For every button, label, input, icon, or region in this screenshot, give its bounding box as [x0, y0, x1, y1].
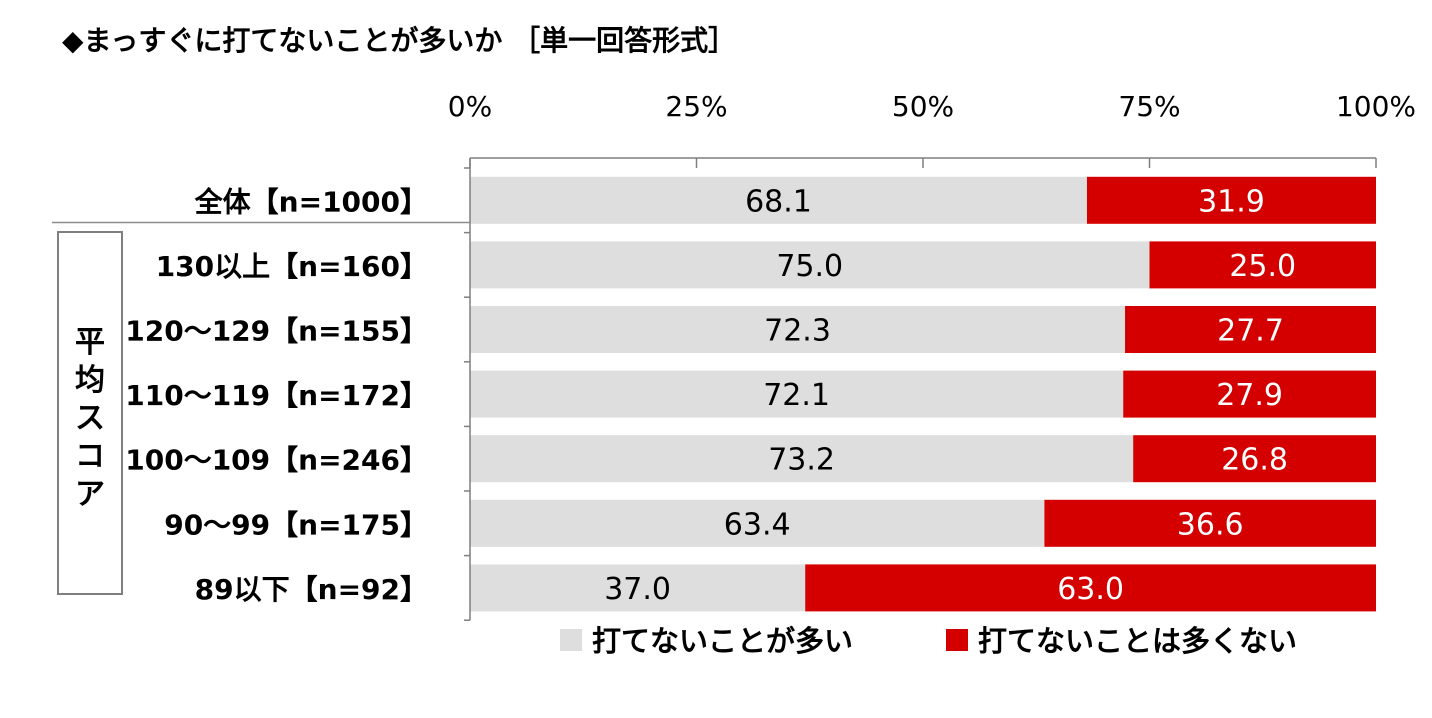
data-label: 75.0 — [776, 249, 843, 284]
category-label: 90～99【n=175】 — [164, 508, 428, 541]
data-label: 63.0 — [1057, 572, 1124, 607]
bar-segment-often — [470, 435, 1134, 483]
x-tick-label: 0% — [448, 90, 492, 123]
bar-segment-often — [470, 306, 1126, 353]
x-tick-label: 100% — [1336, 90, 1416, 123]
bar-segment-not-often — [805, 564, 1376, 612]
x-tick-label: 50% — [892, 90, 954, 123]
category-label: 120～129【n=155】 — [125, 315, 428, 348]
category-label: 110～119【n=172】 — [125, 379, 428, 412]
x-tick-label: 25% — [665, 90, 727, 123]
legend-swatch — [946, 629, 968, 651]
data-label: 27.9 — [1216, 378, 1283, 413]
bar-segment-not-often — [1086, 176, 1376, 224]
category-label: 130以上【n=160】 — [156, 250, 428, 283]
chart-title: ◆まっすぐに打てないことが多いか ［単一回答形式］ — [62, 24, 736, 57]
data-label: 72.3 — [764, 314, 831, 349]
category-label: 全体【n=1000】 — [194, 185, 428, 218]
category-label: 100～109【n=246】 — [125, 444, 428, 477]
data-label: 73.2 — [768, 443, 835, 478]
group-bracket — [57, 231, 123, 595]
bar-segment-not-often — [1044, 499, 1376, 547]
data-label: 25.0 — [1229, 249, 1296, 284]
category-label: 89以下【n=92】 — [195, 573, 428, 606]
plot-area: 68.1 31.9 75.0 25.0 72.3 27.7 72.1 27.9 73.2 26.8… — [470, 176, 1376, 612]
x-axis: 0% 25% 50% 75% 100% — [448, 90, 1416, 168]
bar-segment-often — [470, 370, 1124, 418]
data-label: 26.8 — [1221, 443, 1288, 478]
group-label: 平均スコア — [75, 325, 105, 512]
data-label: 31.9 — [1198, 184, 1265, 219]
data-label: 36.6 — [1177, 507, 1244, 542]
data-label: 68.1 — [745, 184, 812, 219]
legend-label: 打てないことは多くない — [978, 624, 1297, 658]
data-label: 63.4 — [724, 507, 791, 542]
bar-segment-not-often — [1133, 435, 1376, 483]
data-label: 72.1 — [763, 378, 830, 413]
data-label: 37.0 — [604, 572, 671, 607]
bar-segment-often — [470, 176, 1087, 224]
bar-segment-not-often — [1125, 306, 1376, 353]
x-tick-label: 75% — [1118, 90, 1180, 123]
bar-segment-not-often — [1149, 241, 1376, 289]
bar-segment-often — [470, 241, 1150, 289]
bar-segment-often — [470, 499, 1045, 547]
data-label: 27.7 — [1217, 314, 1284, 349]
bar-segment-often — [470, 564, 806, 612]
legend-label: 打てないことが多い — [592, 624, 853, 658]
legend-swatch — [560, 629, 582, 651]
legend: 打てないことが多い 打てないことは多くない — [560, 624, 1297, 658]
category-axis: 全体【n=1000】 130以上【n=160】 120～129【n=155】 110～… — [125, 158, 471, 621]
bar-segment-not-often — [1123, 370, 1376, 418]
